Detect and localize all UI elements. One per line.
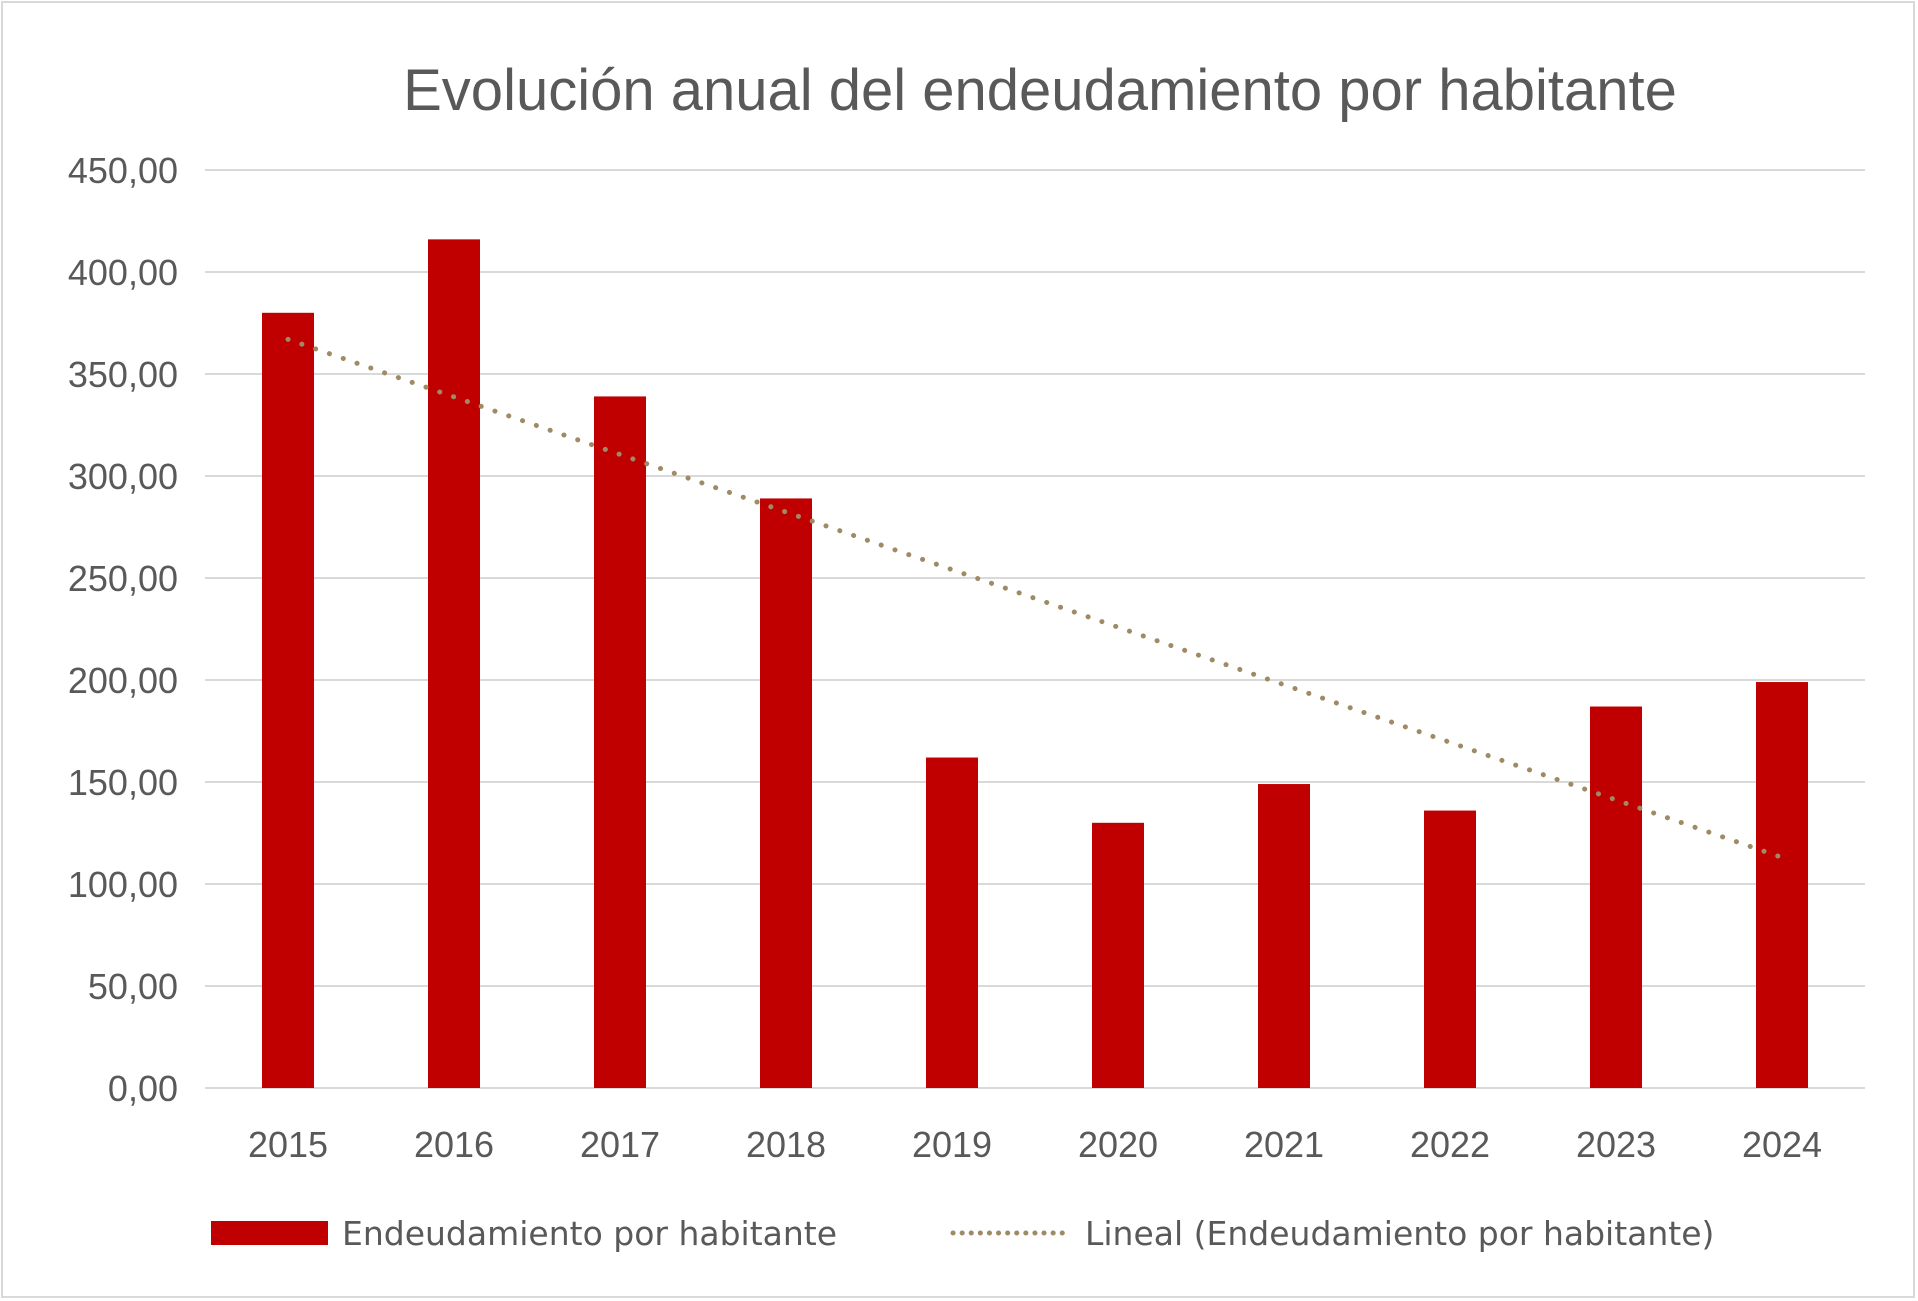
bar-2019: [926, 757, 978, 1088]
y-tick-label: 150,00: [68, 762, 178, 803]
bar-2024: [1756, 682, 1808, 1088]
trendline: [285, 336, 1785, 860]
y-tick-label: 50,00: [88, 966, 178, 1007]
bar-2022: [1424, 810, 1476, 1088]
x-tick-label: 2024: [1742, 1124, 1822, 1165]
x-tick-label: 2022: [1410, 1124, 1490, 1165]
y-tick-label: 0,00: [108, 1068, 178, 1109]
x-tick-label: 2020: [1078, 1124, 1158, 1165]
legend-swatch-bars: [211, 1221, 328, 1245]
y-tick-label: 300,00: [68, 456, 178, 497]
x-tick-label: 2021: [1244, 1124, 1324, 1165]
bar-2020: [1092, 822, 1144, 1088]
x-tick-label: 2015: [248, 1124, 328, 1165]
bar-2016: [428, 239, 480, 1089]
legend-label-trend: Lineal (Endeudamiento por habitante): [1085, 1214, 1714, 1253]
bar-2023: [1590, 706, 1642, 1088]
bar-2021: [1258, 784, 1310, 1088]
y-tick-label: 200,00: [68, 660, 178, 701]
x-tick-label: 2018: [746, 1124, 826, 1165]
legend-label-bars: Endeudamiento por habitante: [342, 1214, 837, 1253]
y-tick-label: 400,00: [68, 252, 178, 293]
y-tick-label: 350,00: [68, 354, 178, 395]
y-tick-label: 100,00: [68, 864, 178, 905]
bar-2015: [262, 312, 314, 1088]
x-tick-label: 2016: [414, 1124, 494, 1165]
legend: Endeudamiento por habitante Lineal (Ende…: [211, 1214, 1714, 1253]
x-tick-label: 2019: [912, 1124, 992, 1165]
bar-2017: [594, 396, 646, 1088]
chart-title: Evolución anual del endeudamiento por ha…: [403, 58, 1677, 123]
y-tick-label: 450,00: [68, 150, 178, 191]
bar-2018: [760, 498, 812, 1088]
x-tick-label: 2023: [1576, 1124, 1656, 1165]
x-tick-label: 2017: [580, 1124, 660, 1165]
y-tick-label: 250,00: [68, 558, 178, 599]
